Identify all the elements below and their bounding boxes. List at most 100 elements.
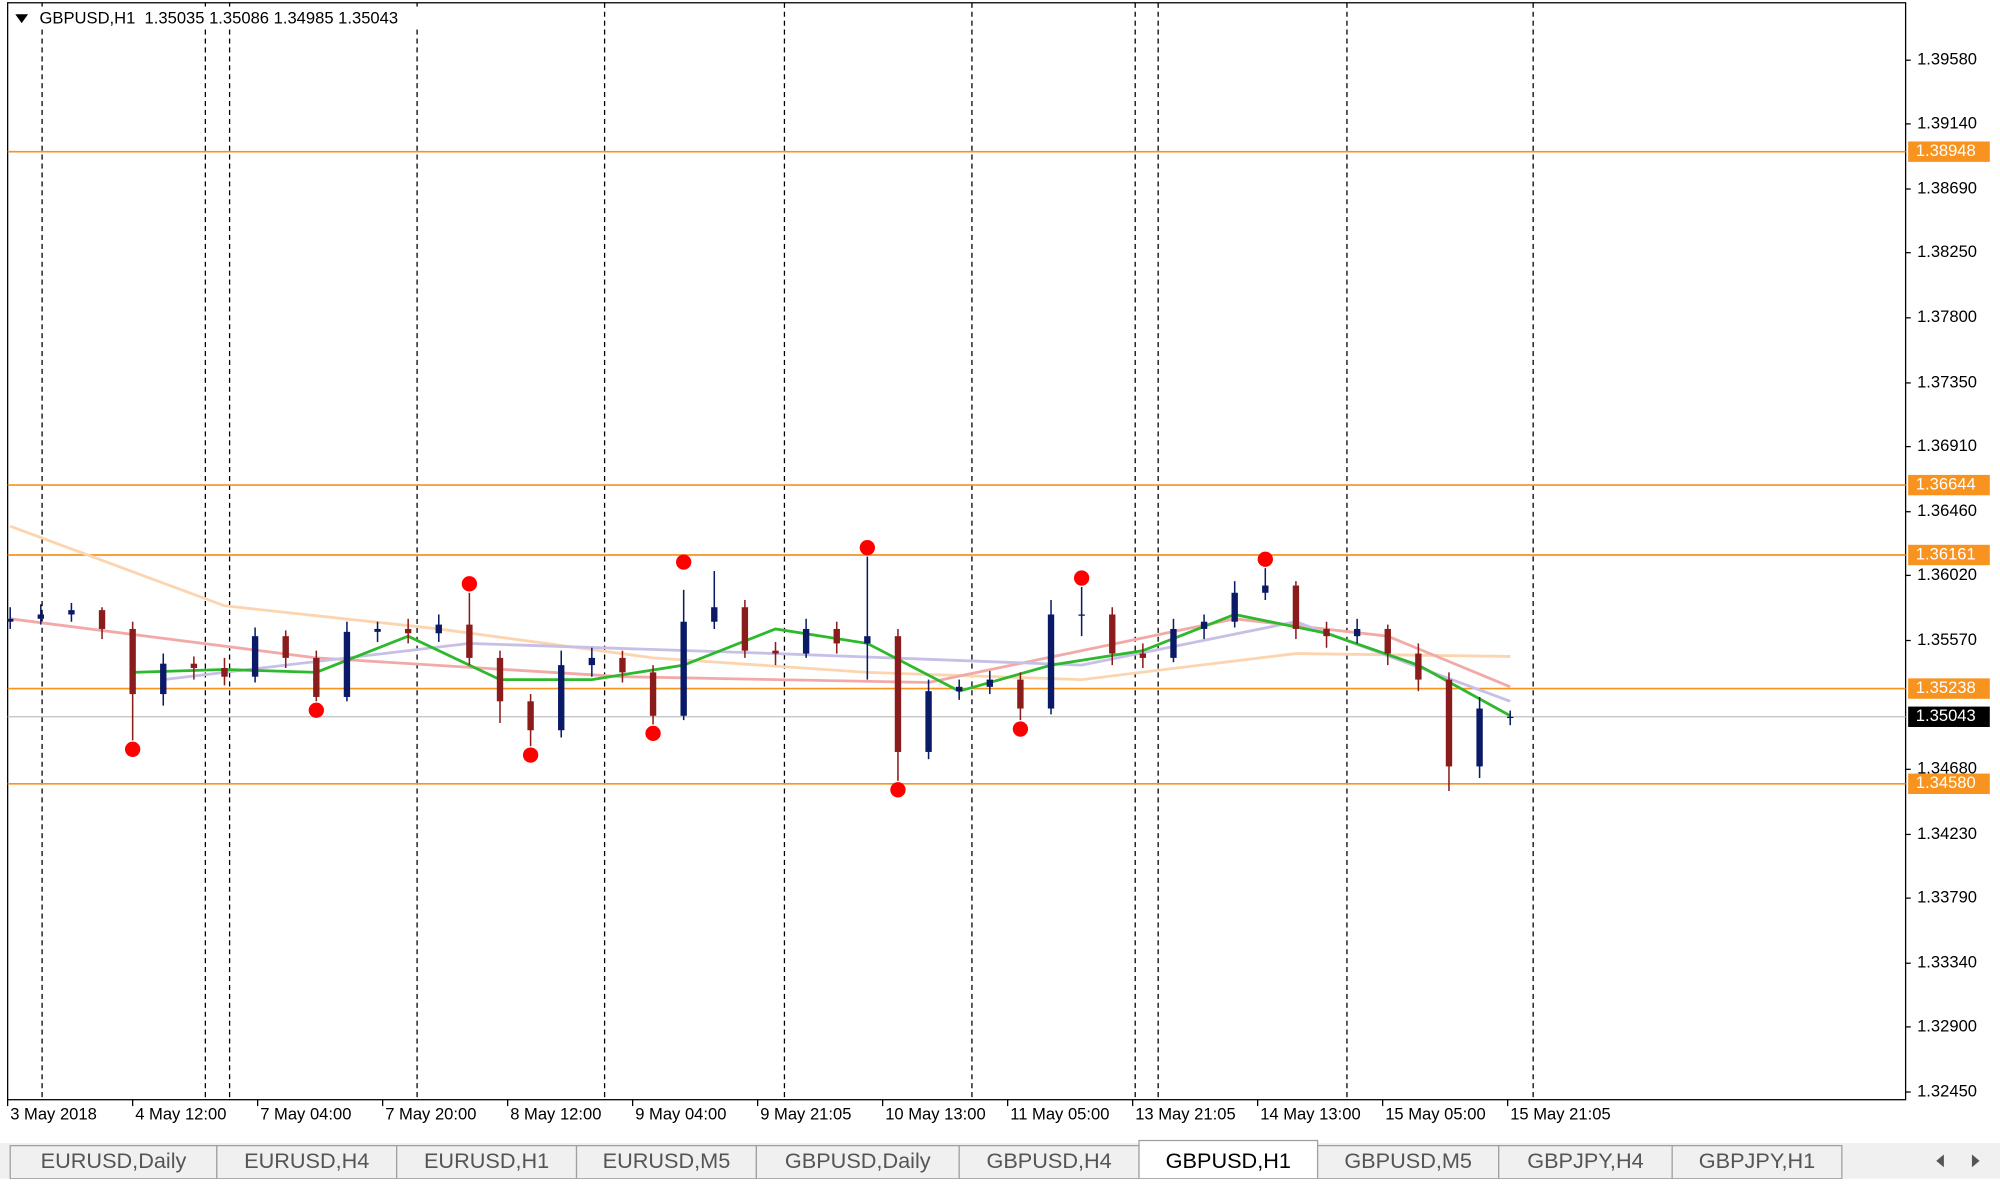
tab-label[interactable]: GBPJPY,H1: [1699, 1148, 1815, 1173]
candle-body: [1170, 628, 1177, 658]
candle-body: [1292, 585, 1300, 629]
tab[interactable]: [1671, 1144, 1843, 1180]
y-tick-label: 1.39580: [1917, 50, 1977, 69]
y-tick-label: 1.33790: [1917, 887, 1977, 906]
fractal-dot: [1257, 551, 1273, 567]
level-label: 1.38948: [1916, 141, 1976, 160]
candle-body: [955, 686, 963, 692]
fractal-dot: [1012, 721, 1029, 737]
x-tick-label: 4 May 12:00: [135, 1104, 226, 1123]
candle-body: [864, 636, 871, 644]
current-price-label: 1.35043: [1916, 706, 1976, 725]
candle-body: [711, 607, 718, 622]
candle-body: [741, 607, 749, 651]
level-label: 1.34580: [1916, 773, 1976, 792]
y-tick-label: 1.37800: [1917, 307, 1977, 326]
x-tick-label: 10 May 13:00: [885, 1104, 985, 1123]
level-tag: [1908, 544, 1990, 566]
fractal-dot: [308, 702, 324, 718]
candle-body: [37, 614, 45, 619]
fractal-dot: [645, 725, 661, 742]
y-tick-label: 1.32900: [1917, 1016, 1977, 1035]
x-tick-label: 13 May 21:05: [1135, 1104, 1235, 1123]
tab[interactable]: [575, 1144, 758, 1180]
candle-body: [1353, 628, 1361, 637]
candle-body: [1262, 585, 1269, 593]
y-tick-label: 1.38690: [1917, 178, 1977, 197]
tab-label[interactable]: GBPUSD,Daily: [785, 1148, 931, 1173]
fractal-dot: [522, 747, 539, 763]
candle-body: [160, 663, 167, 695]
y-tick-label: 1.35570: [1917, 630, 1977, 649]
level-tag: [1908, 773, 1990, 794]
candle-body: [466, 624, 473, 658]
tab-label[interactable]: EURUSD,M5: [603, 1148, 731, 1173]
candle-body: [1384, 628, 1391, 654]
header-bg: [35, 6, 434, 30]
candle-body: [374, 628, 381, 632]
candle-body: [925, 691, 932, 752]
candle-body: [588, 657, 596, 666]
fractal-dot: [461, 576, 478, 592]
tab-label[interactable]: GBPUSD,M5: [1344, 1148, 1472, 1173]
candle-body: [649, 672, 657, 716]
candle-body: [802, 628, 810, 654]
fractal-dot: [890, 782, 906, 798]
x-tick-label: 14 May 13:00: [1260, 1104, 1360, 1123]
candle-body: [1109, 614, 1116, 654]
y-tick-label: 1.36460: [1917, 501, 1977, 520]
level-label: 1.36161: [1916, 544, 1976, 563]
level-tag: [1908, 141, 1990, 162]
candle-body: [1017, 679, 1024, 709]
tab[interactable]: [1138, 1139, 1319, 1180]
level-label: 1.35238: [1916, 678, 1976, 697]
candle-body: [404, 628, 412, 634]
tab[interactable]: [9, 1144, 218, 1180]
candle-body: [1445, 679, 1453, 767]
y-tick-label: 1.34230: [1917, 824, 1977, 843]
tab-label[interactable]: GBPUSD,H4: [986, 1148, 1111, 1173]
tab-label[interactable]: GBPUSD,H1: [1166, 1148, 1291, 1173]
level-label: 1.36644: [1916, 474, 1976, 493]
y-tick-label: 1.38250: [1917, 242, 1977, 261]
candle-body: [1200, 621, 1208, 629]
candle-body: [221, 668, 228, 677]
x-tick-label: 9 May 04:00: [635, 1104, 726, 1123]
candle-body: [190, 663, 198, 669]
y-tick-label: 1.39140: [1917, 113, 1977, 132]
candle-body: [1323, 628, 1330, 637]
day-separators: [41, 2, 1534, 1100]
y-tick-label: 1.36910: [1917, 436, 1977, 455]
y-tick-label: 1.33340: [1917, 953, 1977, 972]
tab[interactable]: [216, 1144, 398, 1180]
candle-body: [1507, 716, 1514, 719]
tab-label[interactable]: EURUSD,H1: [424, 1148, 549, 1173]
candle-body: [986, 679, 993, 687]
candle-body: [1139, 653, 1147, 658]
tab[interactable]: [1498, 1144, 1673, 1180]
candle-body: [894, 636, 902, 752]
x-tick-label: 3 May 2018: [10, 1104, 97, 1123]
y-tick-label: 1.32450: [1917, 1081, 1977, 1100]
tab[interactable]: [958, 1144, 1140, 1180]
tab-label[interactable]: GBPJPY,H4: [1527, 1148, 1643, 1173]
candle-body: [558, 665, 565, 731]
candle-body: [496, 657, 504, 702]
candle-body: [833, 628, 840, 644]
chart-header: GBPUSD,H1 1.35035 1.35086 1.34985 1.3504…: [40, 9, 399, 28]
candle-body: [7, 618, 14, 622]
tab[interactable]: [755, 1144, 960, 1180]
dropdown-icon[interactable]: [15, 14, 29, 24]
level-tag: [1908, 678, 1990, 699]
candle-body: [68, 610, 75, 615]
x-tick-label: 15 May 21:05: [1510, 1104, 1610, 1123]
candle-body: [98, 610, 106, 629]
candle-body: [1476, 708, 1483, 767]
tab-label[interactable]: EURUSD,Daily: [41, 1148, 187, 1173]
x-tick-label: 8 May 12:00: [510, 1104, 601, 1123]
tab-label[interactable]: EURUSD,H4: [244, 1148, 369, 1173]
chart-frame: [7, 2, 1907, 1101]
candle-body: [1047, 614, 1055, 709]
x-tick-label: 9 May 21:05: [760, 1104, 851, 1123]
